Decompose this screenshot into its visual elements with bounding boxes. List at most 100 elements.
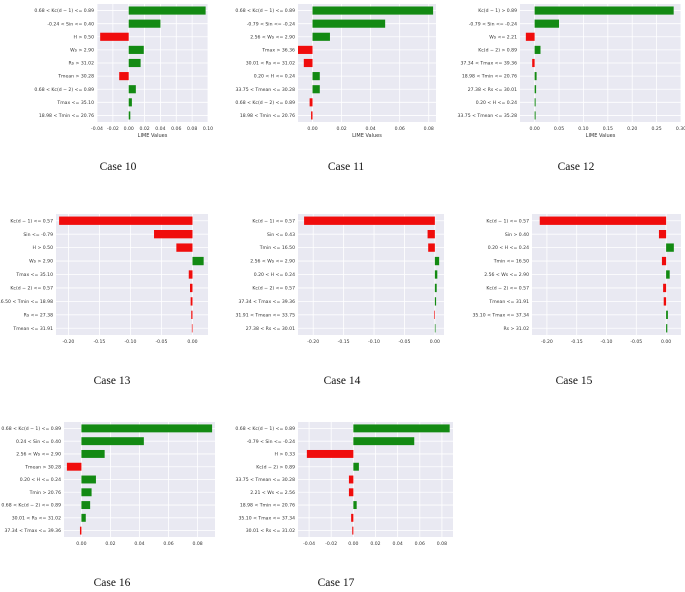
feature-label: 30.01 < Rs <= 31.02 — [246, 61, 295, 67]
lime-bar — [534, 85, 537, 94]
case-caption: Case 17 — [317, 577, 355, 589]
feature-label: 2.56 < Ws <= 2.90 — [16, 452, 61, 458]
x-tick-label: 0.08 — [424, 126, 434, 132]
lime-bar — [434, 270, 438, 279]
lime-bar — [81, 513, 86, 522]
feature-label: 33.75 < Tmean <= 30.28 — [235, 87, 295, 93]
x-tick-label: -0.02 — [325, 541, 337, 547]
lime-bar — [434, 297, 437, 306]
chart-panel: -0.04 -0.02 0.00 0.02 0.04 0.06 0.08 0.10 0.68 <… — [0, 0, 228, 180]
x-tick-label: 0.04 — [134, 541, 144, 547]
feature-label: 0.68 < Kc(d − 2) <= 0.89 — [1, 503, 61, 509]
x-tick-label: -0.15 — [93, 339, 105, 345]
feature-label: 27.38 < Rs <= 30.01 — [246, 326, 295, 332]
x-tick-label: 0.08 — [187, 126, 197, 132]
lime-bar — [525, 32, 535, 41]
feature-label: 0.20 < H <= 0.24 — [254, 74, 295, 80]
feature-label: Sin > 0.40 — [505, 232, 529, 238]
feature-label: 33.75 < Tmean <= 30.28 — [235, 477, 295, 483]
x-tick-label: 0.10 — [578, 126, 588, 132]
feature-label: 0.68 < Kc(d − 1) <= 0.89 — [235, 8, 295, 14]
x-axis-label: LIME Values — [352, 133, 382, 139]
lime-bar — [312, 19, 386, 28]
feature-label: 0.68 < Kc(d − 1) <= 0.89 — [34, 8, 94, 14]
feature-label: Tmean <= 31.91 — [12, 326, 53, 332]
feature-label: 27.38 < Rs <= 30.01 — [468, 87, 517, 93]
feature-label: 30.01 < Rs <= 31.02 — [12, 515, 61, 521]
feature-label: 18.98 < Tmin <= 20.76 — [240, 503, 295, 509]
lime-bar — [666, 243, 674, 252]
x-tick-label: 0.06 — [171, 126, 181, 132]
feature-label: Kc(d − 1) <= 0.57 — [10, 218, 53, 224]
feature-label: 37.34 < Tmax <= 39.36 — [238, 299, 295, 305]
lime-bar — [119, 72, 129, 81]
feature-label: Tmean > 30.28 — [24, 464, 61, 470]
lime-bar — [428, 243, 435, 252]
x-tick-label: 0.08 — [437, 541, 447, 547]
x-tick-label: 0.00 — [187, 339, 197, 345]
case-caption: Case 11 — [327, 161, 365, 173]
lime-bar — [534, 6, 674, 15]
x-tick-label: 0.10 — [203, 126, 213, 132]
lime-bar-chart: 0.00 0.02 0.04 0.06 0.08 0.68 < Kc(d − 1) <= … — [235, 4, 436, 139]
lime-bar — [303, 58, 313, 68]
feature-label: Ws > 2.90 — [29, 259, 53, 265]
feature-label: Tmin <= 16.50 — [493, 259, 529, 265]
x-tick-label: 0.06 — [395, 126, 405, 132]
feature-label: Rs > 31.02 — [68, 61, 94, 67]
feature-label: 35.10 < Tmax <= 37.34 — [472, 312, 529, 318]
feature-label: 18.98 < Tmin <= 20.76 — [39, 113, 94, 119]
feature-label: Sin <= 0.43 — [267, 232, 295, 238]
feature-label: 0.68 < Kc(d − 1) <= 0.89 — [1, 426, 61, 432]
lime-bar — [534, 98, 536, 107]
feature-label: -0.79 < Sin <= -0.24 — [469, 21, 517, 27]
lime-bar — [661, 256, 667, 266]
lime-bar — [666, 324, 668, 333]
feature-label: Sin <= -0.79 — [23, 232, 53, 238]
lime-bar — [353, 462, 359, 471]
feature-label: H > 0.50 — [74, 34, 95, 40]
x-tick-label: 0.25 — [651, 126, 661, 132]
lime-bar — [81, 437, 144, 446]
case-caption: Case 15 — [555, 375, 593, 387]
lime-bar-chart: -0.04 -0.02 0.00 0.02 0.04 0.06 0.08 0.68 < Kc(… — [235, 422, 453, 547]
lime-bar — [534, 45, 541, 54]
lime-bar — [534, 72, 537, 81]
feature-label: 0.68 < Kc(d − 2) <= 0.89 — [34, 87, 94, 93]
feature-label: 0.68 < Kc(d − 2) <= 0.89 — [235, 100, 295, 106]
lime-bar — [128, 6, 206, 15]
feature-label: 2.21 < Ws <= 2.56 — [250, 490, 295, 496]
x-tick-label: 0.02 — [139, 126, 149, 132]
lime-bar — [66, 462, 82, 471]
lime-bar — [663, 297, 667, 306]
feature-label: Tmean > 30.28 — [57, 74, 94, 80]
lime-bar-chart: 0.00 0.05 0.10 0.15 0.20 0.25 0.30 Kc(d − 1) > … — [457, 4, 685, 139]
chart-panel: 0.00 0.02 0.04 0.06 0.08 0.68 < Kc(d − 1) <= … — [228, 0, 456, 180]
lime-bar — [666, 310, 668, 320]
lime-bar — [353, 424, 450, 433]
lime-bar — [188, 270, 193, 279]
lime-bar — [312, 85, 320, 94]
lime-bar — [353, 437, 415, 446]
feature-label: Kc(d − 1) > 0.89 — [478, 8, 517, 14]
lime-bar — [128, 85, 136, 94]
feature-label: H > 0.33 — [275, 452, 296, 458]
x-axis-label: LIME Values — [586, 133, 616, 139]
lime-bar — [298, 45, 313, 54]
feature-label: -0.24 < Sin <= 0.40 — [47, 21, 94, 27]
lime-bar — [434, 324, 436, 333]
lime-bar — [306, 449, 354, 458]
lime-bar-chart: -0.20 -0.15 -0.10 -0.05 0.00 Kc(d − 1) <= 0.5… — [472, 214, 681, 345]
chart-panel: 0.00 0.02 0.04 0.06 0.08 0.68 < Kc(d − 1) <= … — [0, 420, 228, 592]
lime-bar — [348, 488, 354, 497]
lime-bar — [352, 526, 354, 535]
feature-label: 2.56 < Ws <= 2.90 — [250, 259, 295, 265]
lime-bar — [427, 229, 435, 239]
x-tick-label: 0.00 — [76, 541, 86, 547]
x-tick-label: 0.02 — [105, 541, 115, 547]
x-tick-label: 0.00 — [124, 126, 134, 132]
feature-label: Kc(d − 2) > 0.89 — [478, 47, 517, 53]
feature-label: 35.10 < Tmax <= 37.34 — [238, 515, 295, 521]
feature-label: 31.91 < Tmean <= 33.75 — [235, 312, 295, 318]
lime-bar — [353, 501, 357, 510]
